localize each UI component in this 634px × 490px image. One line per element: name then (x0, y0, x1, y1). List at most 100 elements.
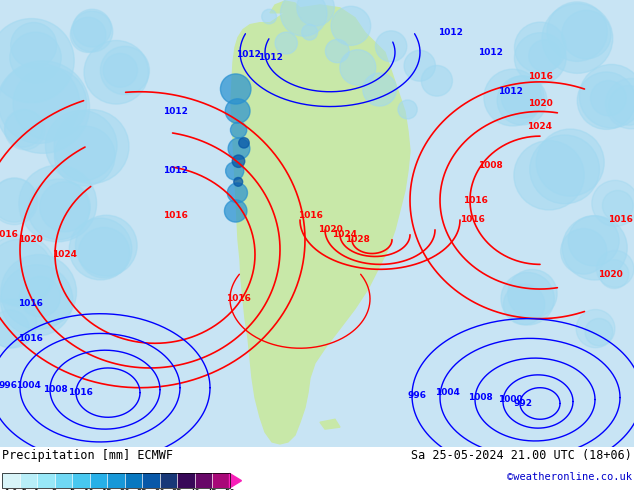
Text: 1016: 1016 (226, 294, 250, 303)
Text: 1028: 1028 (344, 235, 370, 244)
Bar (89, 473, 107, 488)
Circle shape (228, 183, 247, 203)
Text: 1020: 1020 (318, 225, 342, 234)
Circle shape (70, 17, 106, 52)
Text: 992: 992 (514, 399, 533, 408)
Text: 1016: 1016 (460, 216, 484, 224)
Circle shape (4, 110, 42, 147)
Circle shape (55, 126, 115, 186)
Circle shape (297, 0, 334, 26)
Text: 1024: 1024 (332, 230, 358, 239)
Circle shape (221, 74, 251, 104)
Circle shape (602, 191, 633, 221)
Text: 45: 45 (207, 489, 217, 490)
Circle shape (302, 24, 318, 40)
Circle shape (497, 76, 547, 125)
Circle shape (560, 229, 607, 274)
Circle shape (54, 110, 129, 184)
Circle shape (501, 272, 554, 325)
Circle shape (13, 67, 87, 140)
Circle shape (10, 32, 61, 83)
Text: 0.1: 0.1 (0, 489, 10, 490)
Circle shape (579, 64, 634, 128)
Circle shape (597, 250, 634, 287)
Bar (195, 473, 212, 488)
Circle shape (275, 32, 297, 54)
Text: 1008: 1008 (468, 393, 493, 402)
Bar (37, 473, 55, 488)
Circle shape (591, 81, 626, 116)
Text: 1016: 1016 (68, 388, 93, 397)
Text: 1024: 1024 (53, 250, 77, 259)
Circle shape (508, 270, 557, 318)
Text: 10: 10 (84, 489, 95, 490)
Text: 1004: 1004 (16, 381, 41, 390)
Text: 20: 20 (119, 489, 130, 490)
Text: 1016: 1016 (463, 196, 488, 205)
Circle shape (609, 86, 634, 125)
Circle shape (262, 9, 276, 24)
Circle shape (4, 110, 45, 150)
Circle shape (529, 40, 561, 72)
Bar (72, 473, 89, 488)
Text: 50: 50 (224, 489, 235, 490)
Text: 40: 40 (189, 489, 200, 490)
Circle shape (340, 49, 376, 85)
Polygon shape (320, 419, 340, 429)
Circle shape (28, 179, 89, 240)
Circle shape (577, 72, 634, 129)
Circle shape (225, 99, 250, 123)
Text: 1016: 1016 (18, 299, 42, 308)
Circle shape (234, 177, 243, 186)
Circle shape (600, 260, 629, 289)
Circle shape (79, 227, 129, 278)
Circle shape (568, 216, 619, 266)
Circle shape (562, 216, 627, 280)
Circle shape (69, 218, 132, 280)
Circle shape (224, 200, 247, 222)
Circle shape (11, 23, 56, 68)
Text: 1008: 1008 (477, 161, 502, 170)
Circle shape (0, 178, 37, 222)
Circle shape (280, 0, 327, 36)
Circle shape (0, 61, 89, 153)
Bar (2, 473, 230, 488)
Circle shape (46, 110, 117, 181)
Circle shape (562, 10, 611, 59)
Text: 1012: 1012 (257, 53, 282, 62)
Circle shape (228, 138, 250, 159)
Text: Sa 25-05-2024 21.00 UTC (18+06): Sa 25-05-2024 21.00 UTC (18+06) (411, 449, 632, 462)
Text: 0.5: 0.5 (11, 489, 27, 490)
Circle shape (375, 31, 407, 62)
Text: 2: 2 (52, 489, 57, 490)
Text: Precipitation [mm] ECMWF: Precipitation [mm] ECMWF (2, 449, 173, 462)
Text: ©weatheronline.co.uk: ©weatheronline.co.uk (507, 472, 632, 482)
Circle shape (536, 129, 604, 196)
Circle shape (73, 9, 112, 47)
Circle shape (0, 299, 37, 348)
Polygon shape (270, 1, 300, 13)
Text: 15: 15 (101, 489, 112, 490)
Text: 1012: 1012 (437, 28, 462, 37)
Circle shape (232, 155, 245, 168)
Circle shape (75, 215, 137, 276)
Circle shape (0, 310, 29, 348)
Text: 1012: 1012 (477, 48, 502, 57)
Polygon shape (230, 473, 242, 488)
Circle shape (0, 63, 79, 144)
Bar (142, 473, 160, 488)
Text: 1016: 1016 (527, 73, 552, 81)
Text: 1016: 1016 (0, 230, 18, 239)
Circle shape (514, 22, 566, 73)
Text: 1012: 1012 (498, 87, 522, 96)
Text: 35: 35 (172, 489, 183, 490)
Bar (2, 473, 20, 488)
Circle shape (325, 39, 349, 63)
Circle shape (1, 265, 73, 336)
Circle shape (0, 19, 74, 103)
Circle shape (542, 3, 613, 74)
Circle shape (19, 165, 96, 242)
Circle shape (547, 2, 607, 61)
Text: 1012: 1012 (236, 50, 261, 59)
Bar (20, 473, 37, 488)
